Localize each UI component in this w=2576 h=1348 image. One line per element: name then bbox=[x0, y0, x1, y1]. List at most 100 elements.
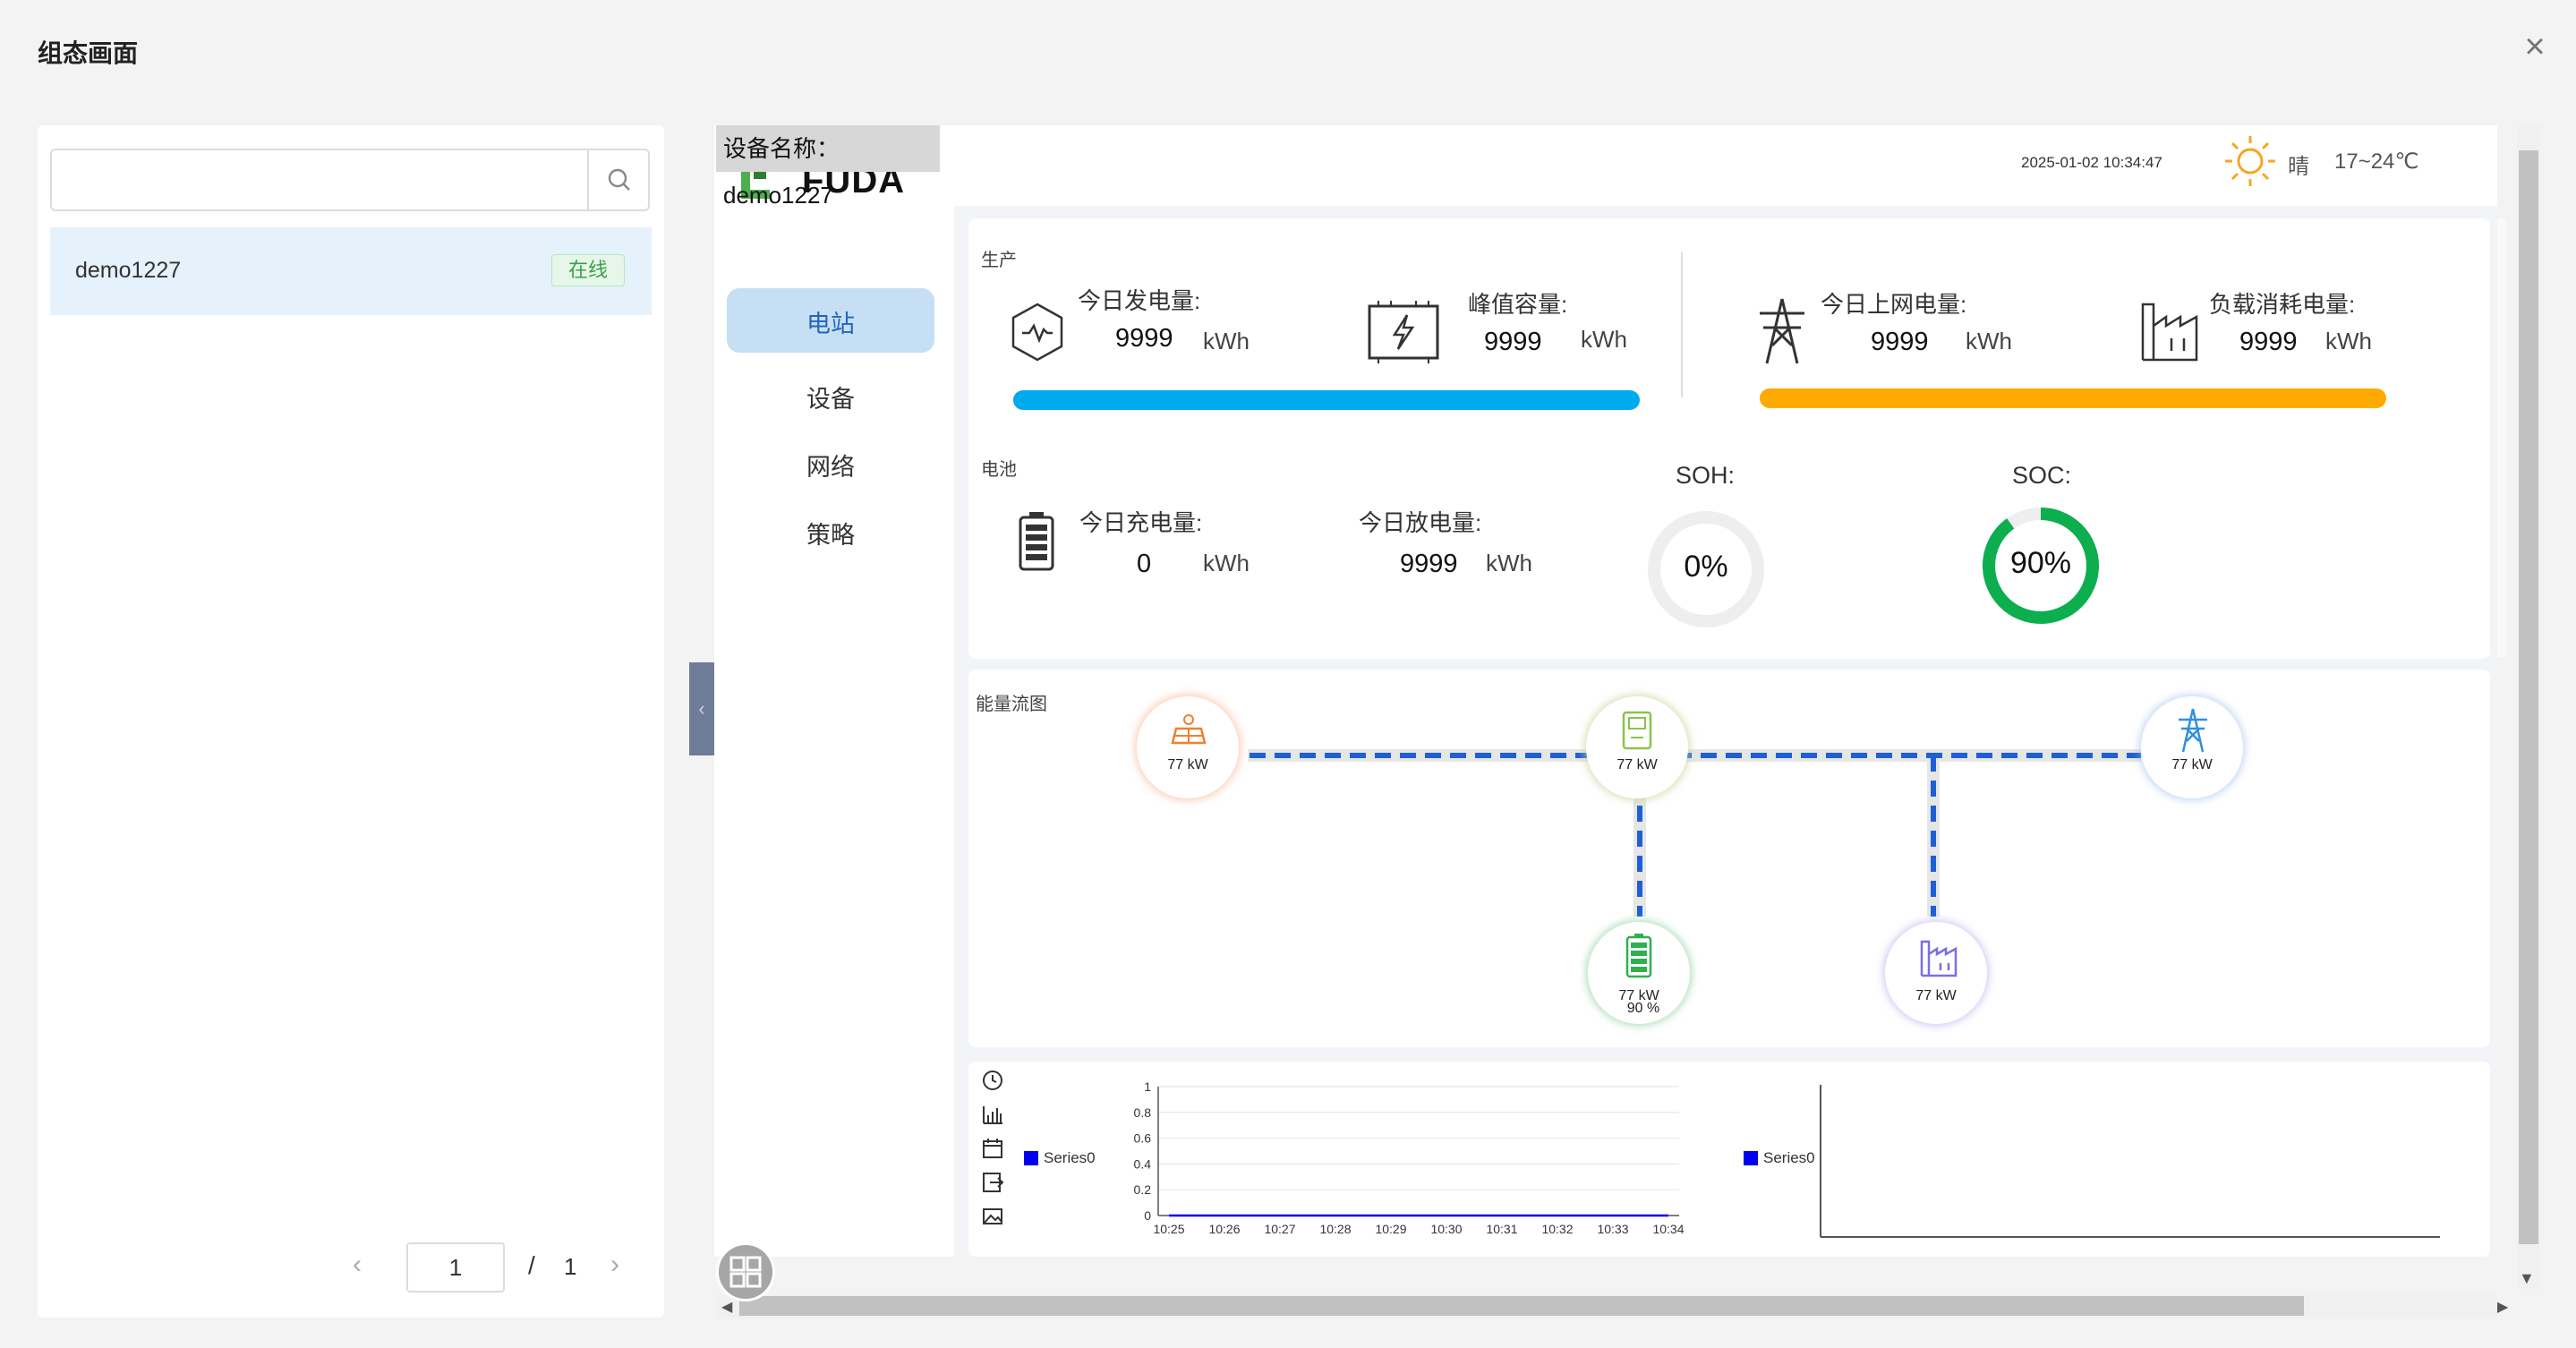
energy-flow-section-label: 能量流图 bbox=[976, 695, 1047, 714]
scroll-down-arrow-icon[interactable]: ▼ bbox=[2519, 1269, 2535, 1287]
peak-capacity-value: 9999 bbox=[1484, 328, 1542, 356]
production-card bbox=[968, 218, 2490, 659]
clock-icon[interactable] bbox=[981, 1069, 1004, 1092]
next-page-button[interactable]: › bbox=[610, 1250, 619, 1279]
calendar-icon[interactable] bbox=[981, 1137, 1004, 1160]
vertical-scroll-thumb[interactable] bbox=[2519, 150, 2538, 1244]
peak-capacity-label: 峰值容量: bbox=[1468, 291, 1568, 318]
collapse-panel-button[interactable]: ‹ bbox=[689, 662, 714, 755]
load-node[interactable] bbox=[1885, 922, 1987, 1024]
nav-item-network[interactable]: 网络 bbox=[806, 454, 855, 481]
grid-export-value: 9999 bbox=[1871, 328, 1929, 356]
battery-icon bbox=[1019, 512, 1054, 571]
factory-icon bbox=[2141, 303, 2198, 362]
daily-charge-label: 今日充电量: bbox=[1079, 509, 1203, 536]
daily-generation-unit: kWh bbox=[1203, 328, 1250, 354]
daily-charge-unit: kWh bbox=[1203, 550, 1250, 576]
load-consumption-unit: kWh bbox=[2325, 328, 2372, 354]
nav-item-station[interactable]: 电站 bbox=[806, 311, 855, 337]
right-panel-edge bbox=[2497, 218, 2506, 657]
close-icon[interactable]: × bbox=[2524, 27, 2546, 66]
battery-icon bbox=[1625, 934, 1652, 978]
legend-swatch bbox=[1024, 1151, 1038, 1165]
nav-item-strategy[interactable]: 策略 bbox=[806, 522, 855, 549]
floating-action-button[interactable] bbox=[716, 1242, 775, 1301]
page-input[interactable]: 1 bbox=[406, 1242, 505, 1293]
battery-soc: 90 % bbox=[1626, 1001, 1660, 1016]
search-input[interactable] bbox=[50, 149, 650, 211]
weather-text: 晴 bbox=[2288, 155, 2309, 179]
layout-grid-icon bbox=[729, 1256, 762, 1288]
nav-item-device[interactable]: 设备 bbox=[806, 386, 855, 413]
legend-swatch bbox=[1744, 1151, 1758, 1165]
y-tick-label: 0 bbox=[1144, 1208, 1151, 1223]
battery-node[interactable] bbox=[1588, 922, 1690, 1024]
daily-discharge-unit: kWh bbox=[1486, 550, 1532, 576]
soh-value: 0% bbox=[1684, 550, 1728, 584]
x-tick-label: 10:26 bbox=[1208, 1222, 1240, 1236]
search-icon bbox=[608, 168, 630, 191]
x-tick-label: 10:34 bbox=[1652, 1222, 1684, 1236]
battery-power: 77 kW bbox=[1618, 988, 1659, 1003]
power-tower-icon bbox=[2179, 708, 2207, 753]
x-tick-label: 10:32 bbox=[1541, 1222, 1573, 1236]
bar-chart-icon[interactable] bbox=[981, 1103, 1004, 1126]
y-tick-label: 0.4 bbox=[1134, 1156, 1152, 1171]
legend-label[interactable]: Series0 bbox=[1763, 1149, 1815, 1166]
soh-gauge bbox=[1648, 511, 1764, 627]
datetime: 2025-01-02 10:34:47 bbox=[2021, 154, 2162, 171]
device-list-panel bbox=[38, 125, 664, 1318]
soc-gauge bbox=[1983, 508, 2099, 624]
daily-generation-value: 9999 bbox=[1115, 324, 1173, 353]
logo-mark-icon bbox=[741, 172, 770, 199]
legend-label[interactable]: Series0 bbox=[1044, 1149, 1096, 1166]
secondary-chart-axes bbox=[1820, 1085, 2440, 1238]
soh-label: SOH: bbox=[1676, 462, 1736, 489]
y-tick-label: 0.8 bbox=[1134, 1105, 1152, 1120]
device-name: demo1227 bbox=[75, 258, 182, 283]
search-button[interactable] bbox=[587, 150, 648, 209]
scroll-left-arrow-icon[interactable]: ◀ bbox=[721, 1300, 733, 1315]
daily-generation-label: 今日发电量: bbox=[1078, 287, 1201, 314]
consumption-bar bbox=[1760, 388, 2386, 408]
chart-card bbox=[968, 1062, 2490, 1257]
grid-power: 77 kW bbox=[2171, 757, 2213, 772]
y-tick-label: 0.2 bbox=[1134, 1182, 1152, 1197]
horizontal-scroll-thumb[interactable] bbox=[739, 1296, 2304, 1316]
y-tick-label: 1 bbox=[1144, 1079, 1151, 1094]
soc-value: 90% bbox=[2009, 546, 2072, 580]
solar-panel-icon bbox=[1171, 714, 1207, 745]
export-icon[interactable] bbox=[981, 1171, 1004, 1194]
pv-node[interactable] bbox=[1137, 696, 1239, 798]
x-tick-label: 10:33 bbox=[1597, 1222, 1628, 1236]
grid-export-unit: kWh bbox=[1966, 328, 2012, 354]
section-divider bbox=[1681, 252, 1683, 397]
x-tick-label: 10:31 bbox=[1486, 1222, 1517, 1236]
x-tick-label: 10:29 bbox=[1375, 1222, 1406, 1236]
page-total: 1 bbox=[564, 1253, 577, 1280]
x-tick-label: 10:25 bbox=[1153, 1222, 1184, 1236]
status-badge: 在线 bbox=[551, 254, 625, 286]
nav-active-highlight bbox=[727, 288, 934, 353]
x-tick-label: 10:28 bbox=[1319, 1222, 1351, 1236]
x-tick-label: 10:27 bbox=[1264, 1222, 1295, 1236]
grid-export-label: 今日上网电量: bbox=[1821, 291, 1967, 318]
modal-title: 组态画面 bbox=[38, 39, 139, 67]
power-tower-icon bbox=[1760, 298, 1804, 364]
prev-page-button[interactable]: ‹ bbox=[353, 1250, 362, 1279]
daily-discharge-label: 今日放电量: bbox=[1359, 509, 1482, 536]
image-icon[interactable] bbox=[981, 1205, 1004, 1228]
temperature-text: 17~24℃ bbox=[2334, 149, 2419, 174]
load-consumption-label: 负载消耗电量: bbox=[2209, 291, 2356, 318]
production-section-label: 生产 bbox=[981, 251, 1017, 270]
power-line-chart: 0 0.2 0.4 0.6 0.8 1 10:25 10:26 10:27 10:28 10:29 1… bbox=[1134, 1079, 1685, 1236]
peak-capacity-icon bbox=[1368, 301, 1439, 363]
sun-icon bbox=[2225, 136, 2275, 186]
generation-bar bbox=[1013, 390, 1640, 410]
battery-section-label: 电池 bbox=[981, 460, 1017, 480]
y-tick-label: 0.6 bbox=[1134, 1131, 1152, 1146]
pv-power: 77 kW bbox=[1167, 757, 1208, 772]
scroll-right-arrow-icon[interactable]: ▶ bbox=[2497, 1300, 2509, 1315]
inverter-power: 77 kW bbox=[1616, 757, 1658, 772]
factory-icon bbox=[1920, 940, 1958, 977]
